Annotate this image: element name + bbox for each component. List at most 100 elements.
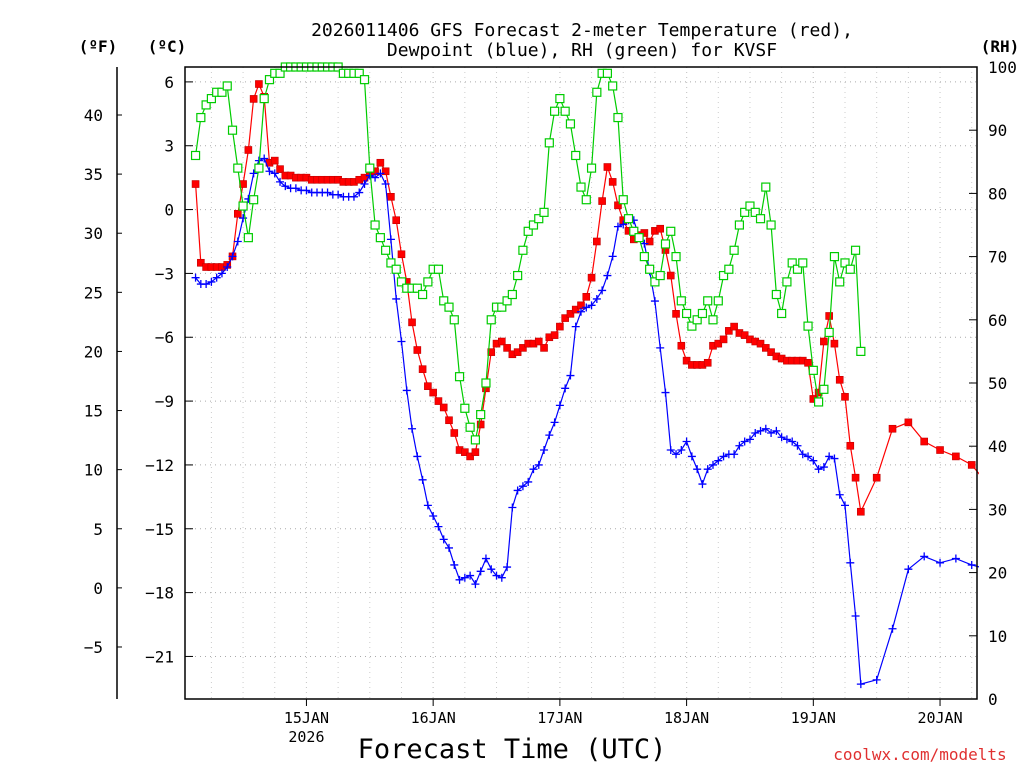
x-tick-label: 19JAN [791, 709, 836, 727]
dewpoint-point [270, 169, 279, 178]
dewpoint-point [355, 188, 364, 197]
temperature-point [503, 344, 511, 352]
dewpoint-point [756, 426, 765, 435]
dewpoint-point [846, 558, 855, 567]
dewpoint-point [524, 477, 533, 486]
temperature-point [445, 416, 453, 425]
dewpoint-point [561, 384, 570, 393]
dewpoint-point [276, 177, 285, 186]
rh-point [745, 201, 755, 211]
temperature-point [276, 165, 284, 173]
temperature-point [587, 273, 596, 282]
dewpoint-point [709, 460, 717, 469]
celsius-tick-label: −21 [145, 647, 174, 666]
dewpoint-point [492, 571, 501, 580]
rh-point [592, 87, 602, 97]
rh-tick-label: 70 [988, 248, 1007, 267]
temperature-point [725, 327, 733, 335]
rh-point [835, 277, 845, 287]
dewpoint-point [555, 401, 564, 410]
rh-tick-label: 0 [988, 690, 998, 709]
rh-point [444, 302, 454, 312]
rh-point [703, 296, 713, 306]
dewpoint-point [540, 446, 549, 455]
chart-title-line2: Dewpoint (blue), RH (green) for KVSF [387, 40, 777, 61]
fahrenheit-tick-label: 15 [84, 402, 103, 421]
rh-point [803, 321, 813, 331]
dewpoint-point [429, 511, 438, 520]
dewpoint-point [349, 192, 358, 201]
dewpoint-point [534, 460, 543, 469]
rh-point [254, 163, 264, 173]
temperature-point [550, 331, 559, 339]
dewpoint-point [804, 452, 813, 461]
dewpoint-point [249, 169, 258, 178]
dewpoint-point [777, 433, 786, 442]
temperature-point [197, 258, 205, 267]
temperature-point [429, 388, 437, 397]
temperature-point [920, 437, 929, 446]
rh-point [365, 163, 375, 173]
rh-point [497, 302, 507, 312]
rh-point [856, 346, 866, 356]
temperature-point [561, 314, 569, 322]
temperature-point [439, 403, 448, 412]
temperature-point [857, 507, 865, 516]
rh-point [750, 207, 760, 217]
temperature-point [719, 335, 728, 344]
rh-tick-label: 80 [988, 184, 1007, 203]
temperature-point [249, 95, 258, 103]
dewpoint-point [730, 450, 739, 459]
fahrenheit-tick-label: −5 [84, 638, 103, 657]
dewpoint-point [529, 465, 538, 474]
dewpoint-point [371, 173, 380, 182]
dewpoint-point [212, 273, 221, 282]
temperature-point [872, 473, 881, 482]
rh-point [676, 296, 686, 306]
rh-point [206, 93, 216, 104]
rh-point [217, 87, 227, 97]
dewpoint-point [223, 263, 232, 272]
dewpoint-point [830, 454, 839, 463]
rh-point [243, 233, 253, 243]
temperature-point [640, 229, 649, 237]
rh-point [412, 283, 422, 293]
rh-point [581, 195, 591, 205]
dewpoint-point [751, 429, 760, 438]
temperature-point [513, 348, 522, 356]
temperature-point [450, 429, 459, 437]
rh-tick-label: 50 [988, 374, 1007, 393]
dewpoint-point [592, 294, 601, 303]
dewpoint-point [872, 675, 881, 684]
rh-point [233, 163, 243, 173]
x-tick-label: 16JAN [411, 709, 456, 727]
temperature-point [191, 180, 200, 188]
temperature-point [534, 337, 543, 346]
rh-point [433, 264, 444, 274]
fahrenheit-tick-label: 25 [84, 283, 103, 302]
rh-point [502, 296, 512, 306]
rh-tick-label: 10 [988, 627, 1007, 646]
dewpoint-point [445, 543, 453, 552]
dewpoint-point [402, 386, 411, 395]
rh-point [190, 150, 201, 161]
rh-point [845, 264, 855, 274]
temperature-point [593, 237, 601, 246]
dewpoint-point [334, 190, 343, 199]
rh-point [396, 277, 407, 287]
temperature-point [936, 446, 944, 454]
x-axis-title: Forecast Time (UTC) [358, 734, 667, 765]
temperature-point [244, 146, 253, 154]
dewpoint-point [682, 437, 691, 446]
dewpoint-point [782, 435, 791, 444]
dewpoint-point [408, 424, 417, 433]
rh-point [359, 75, 370, 85]
temperature-point [904, 418, 913, 427]
rh-point [460, 403, 470, 413]
fahrenheit-tick-label: 20 [84, 342, 103, 361]
temperature-point [424, 382, 432, 390]
rh-point [798, 258, 808, 268]
rh-point [650, 277, 660, 287]
temperature-line [195, 82, 979, 514]
temperature-point [392, 216, 401, 225]
